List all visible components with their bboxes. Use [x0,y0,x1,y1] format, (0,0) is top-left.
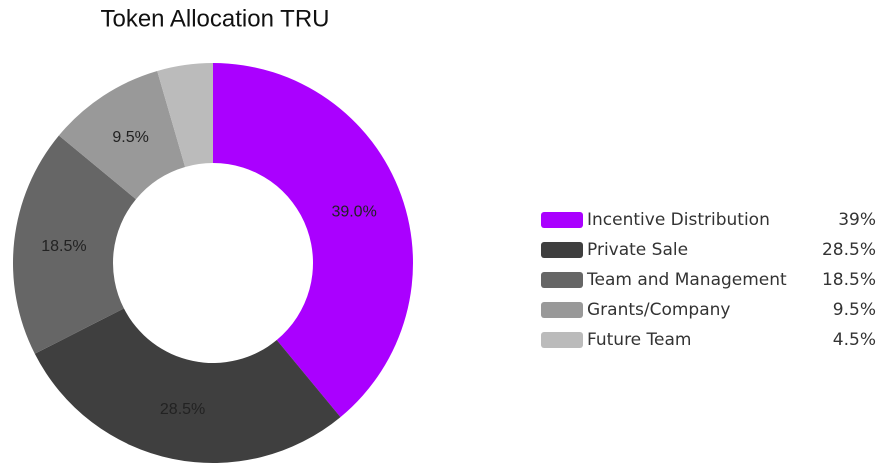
legend-value: 18.5% [822,270,876,290]
slice-label: 9.5% [112,129,148,146]
slice-label: 28.5% [160,401,205,418]
chart-title: Token Allocation TRU [100,5,329,32]
slice-label: 18.5% [41,238,86,255]
donut-slice [213,63,413,418]
legend-swatch [541,332,583,348]
legend-swatch [541,272,583,288]
legend-swatch [541,302,583,318]
legend-label: Grants/Company [587,300,730,320]
legend-value: 39% [838,210,876,230]
legend-swatch [541,212,583,228]
donut-slice [12,135,136,354]
legend-value: 9.5% [833,300,876,320]
legend-label: Future Team [587,330,691,350]
donut-slice [157,63,213,167]
donut-slice [34,308,341,463]
legend-value: 28.5% [822,240,876,260]
legend-value: 4.5% [833,330,876,350]
legend-swatch [541,242,583,258]
legend-label: Team and Management [586,270,787,290]
slice-label: 39.0% [331,203,376,220]
legend-label: Private Sale [587,240,688,260]
donut-slice [58,70,186,200]
legend-label: Incentive Distribution [587,210,770,230]
